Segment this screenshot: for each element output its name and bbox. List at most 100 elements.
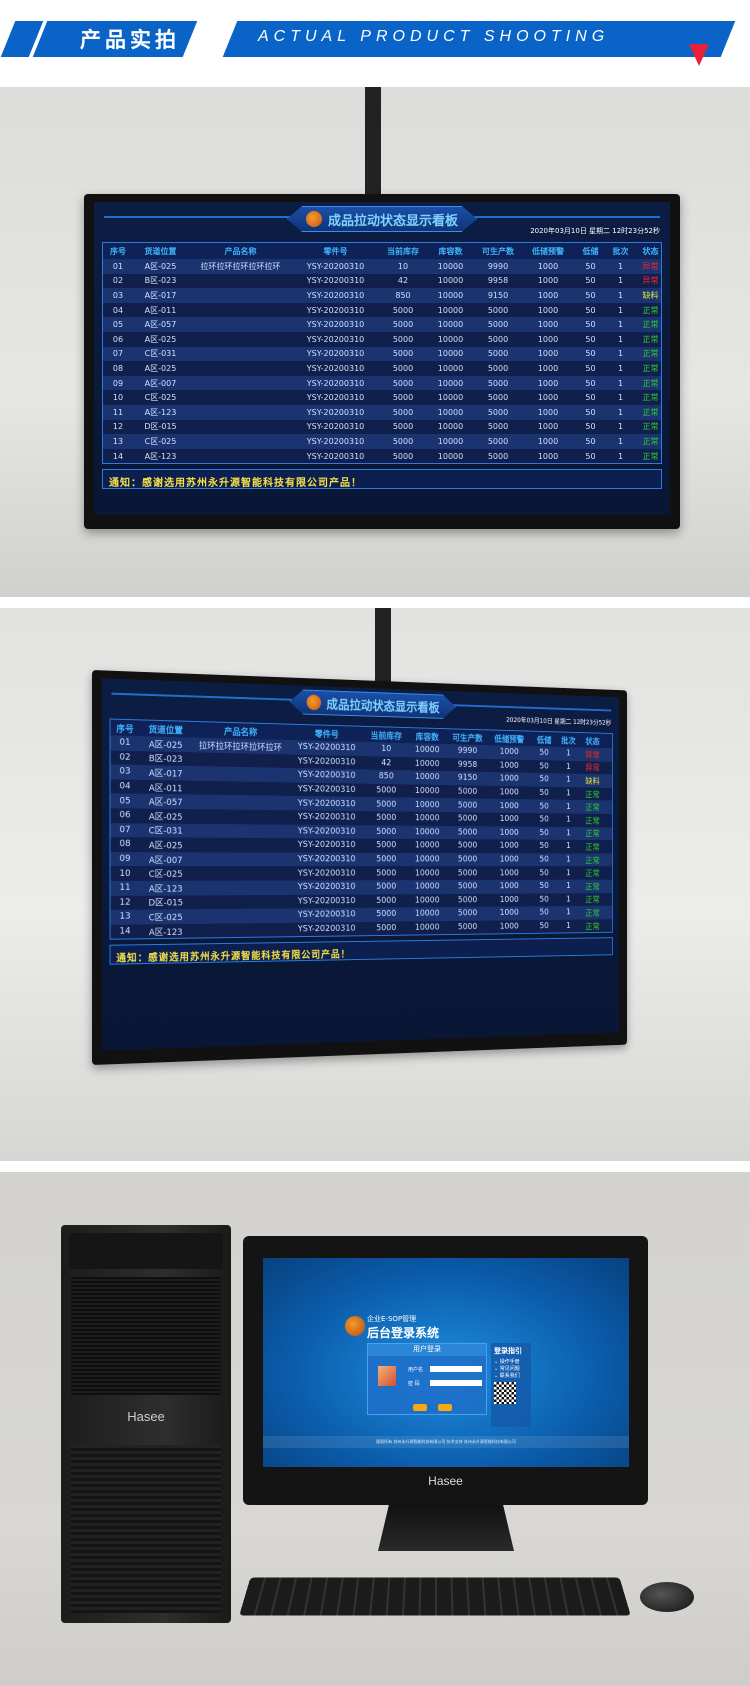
column-header: 序号 xyxy=(110,246,126,256)
table-cell: 1 xyxy=(617,422,624,432)
table-cell: 1 xyxy=(566,908,571,918)
table-cell: 42 xyxy=(397,276,409,286)
table-cell: 1 xyxy=(566,828,571,838)
table-cell: 1000 xyxy=(499,881,519,892)
table-cell: 5000 xyxy=(376,882,397,892)
table-cell: YSY-20200310 xyxy=(306,378,365,388)
table-row: 03 A区-017 YSY-20200310 850 10000 9150 1000 50 1 缺… xyxy=(103,288,661,303)
table-cell: C区-025 xyxy=(144,436,177,446)
table-cell: 42 xyxy=(381,758,392,768)
table-cell: 1000 xyxy=(499,787,519,798)
table-cell: 10000 xyxy=(437,451,464,461)
table-cell: 1 xyxy=(566,802,571,812)
guide-item[interactable]: ⌄ 操作手册 xyxy=(494,1359,520,1365)
table-cell: 5000 xyxy=(376,785,397,796)
table-cell: 异常 xyxy=(585,751,600,761)
table-cell: 1000 xyxy=(499,841,519,851)
table-cell: 正常 xyxy=(585,909,600,919)
table-cell: 5000 xyxy=(376,923,397,934)
table-cell: 50 xyxy=(585,261,596,271)
table-cell: YSY-20200310 xyxy=(306,451,365,461)
table-cell: 5000 xyxy=(457,909,478,919)
table-cell: 正常 xyxy=(642,378,659,388)
table-cell: 1 xyxy=(566,868,571,878)
table-cell: 5000 xyxy=(392,407,414,417)
table-cell: 1 xyxy=(617,290,624,300)
table-cell: 50 xyxy=(539,801,549,812)
table-cell: 10000 xyxy=(414,745,440,756)
table-row: 12 D区-015 YSY-20200310 5000 10000 5000 1000 50 1… xyxy=(103,419,661,435)
table-cell: 1 xyxy=(566,855,571,865)
table-cell: 50 xyxy=(585,451,596,461)
table-cell: 5000 xyxy=(376,840,397,851)
table-cell: C区-031 xyxy=(148,826,183,837)
header-title-en: ACTUAL PRODUCT SHOOTING xyxy=(258,28,610,45)
column-header: 库容数 xyxy=(438,246,463,256)
table-cell: 50 xyxy=(539,828,549,838)
table-cell: 10 xyxy=(119,868,131,879)
table-cell: A区-123 xyxy=(148,884,183,895)
table-cell: 10 xyxy=(397,261,409,271)
table-cell: 50 xyxy=(585,422,596,432)
guide-item[interactable]: ⌄ 联系我们 xyxy=(494,1373,520,1379)
table-cell: 09 xyxy=(112,378,124,388)
table-cell: YSY-20200310 xyxy=(297,896,356,907)
column-header: 产品名称 xyxy=(224,727,258,738)
table-cell: 正常 xyxy=(642,393,659,403)
table-cell: 50 xyxy=(585,393,596,403)
table-cell: 10000 xyxy=(437,320,464,330)
table-cell: 正常 xyxy=(642,407,659,417)
table-cell: 5000 xyxy=(487,436,509,446)
table-cell: C区-025 xyxy=(148,870,183,881)
table-cell: YSY-20200310 xyxy=(297,826,356,837)
password-input[interactable] xyxy=(430,1380,482,1386)
table-cell: 10000 xyxy=(437,363,464,373)
table-cell: 12 xyxy=(119,897,131,908)
reset-button[interactable] xyxy=(438,1404,452,1411)
table-cell: 1000 xyxy=(499,774,519,784)
table-cell: 10000 xyxy=(414,923,440,933)
login-button[interactable] xyxy=(413,1404,427,1411)
column-header: 货道位置 xyxy=(144,246,177,256)
table-cell: 1000 xyxy=(537,436,559,446)
table-cell: 10000 xyxy=(414,868,440,878)
table-cell: 1 xyxy=(566,775,571,785)
desktop-monitor: 企业E-SOP管理 后台登录系统 用户登录 用户名 密 码 登录指引 ⌄ 操作手… xyxy=(243,1236,648,1505)
table-cell: 拉环拉环拉环拉环拉环 xyxy=(198,741,282,754)
table-cell: 50 xyxy=(539,815,549,825)
monitor-brand: Hasee xyxy=(428,1474,463,1488)
table-cell: 50 xyxy=(539,895,549,905)
table-cell xyxy=(192,802,289,803)
table-cell: 1 xyxy=(566,895,571,905)
table-cell: YSY-20200310 xyxy=(306,363,365,373)
table-cell: 异常 xyxy=(585,764,600,774)
table-cell: 50 xyxy=(539,841,549,852)
table-cell: 正常 xyxy=(585,790,600,800)
table-cell: 5000 xyxy=(487,393,509,403)
tower-top-panel xyxy=(69,1233,223,1269)
table-cell: YSY-20200310 xyxy=(297,882,356,893)
guide-item[interactable]: ⌄ 常见问题 xyxy=(494,1366,520,1372)
table-cell: YSY-20200310 xyxy=(306,407,365,417)
table-cell: 9958 xyxy=(457,760,478,770)
table-cell: 5000 xyxy=(487,334,509,344)
table-cell: 50 xyxy=(585,378,596,388)
logo-icon xyxy=(305,211,322,227)
table-cell: 50 xyxy=(585,363,596,373)
login-panel: 用户登录 用户名 密 码 xyxy=(367,1343,487,1415)
table-cell: YSY-20200310 xyxy=(306,305,365,315)
table-cell: 13 xyxy=(119,912,131,923)
table-cell: 1000 xyxy=(537,349,559,359)
table-cell: YSY-20200310 xyxy=(306,276,365,286)
table-cell: 10000 xyxy=(414,827,440,838)
table-cell: 1 xyxy=(617,407,624,417)
table-cell: YSY-20200310 xyxy=(297,854,356,865)
table-row: 08 A区-025 YSY-20200310 5000 10000 5000 1000 50 1… xyxy=(103,361,661,376)
username-input[interactable] xyxy=(430,1366,482,1372)
table-cell: 正常 xyxy=(642,305,659,315)
table-cell: 1 xyxy=(566,921,571,931)
table-row: 08 A区-025 YSY-20200310 5000 10000 5000 1000 50 1… xyxy=(110,837,612,854)
tower-lower-panel xyxy=(71,1445,221,1613)
table-cell: 1 xyxy=(617,363,624,373)
column-header: 货道位置 xyxy=(148,725,183,736)
